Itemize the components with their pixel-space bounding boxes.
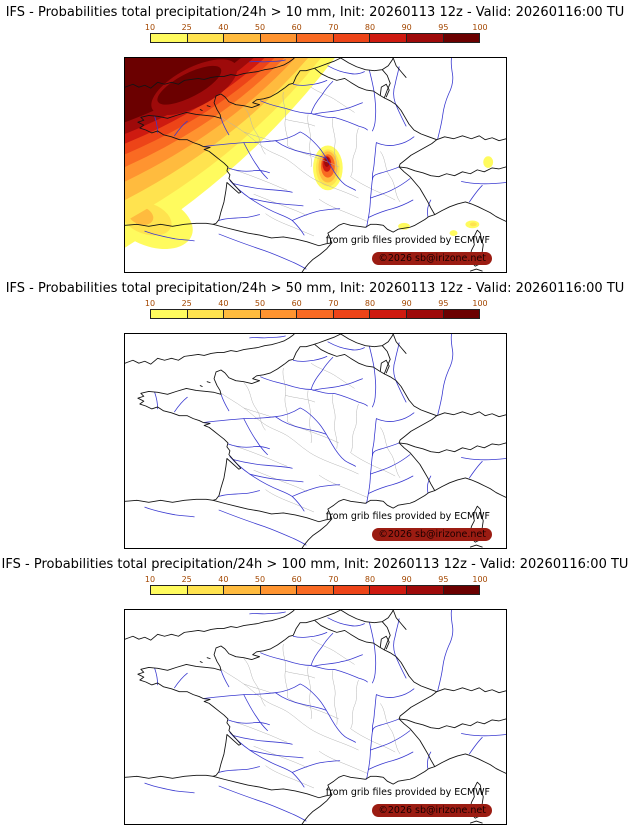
ecmwf-credit: from grib files provided by ECMWF	[325, 511, 490, 522]
colorbar-ticks: 10 25 40 50 60 70 80 90 95 100	[145, 575, 488, 585]
colorbar-segment	[223, 34, 260, 42]
colorbar-segment	[369, 34, 406, 42]
colorbar-ticks: 10 25 40 50 60 70 80 90 95 100	[145, 23, 488, 33]
colorbar-tick: 70	[328, 23, 339, 32]
panel-title: IFS - Probabilities total precipitation/…	[1, 557, 629, 572]
probability-colorbar: 10 25 40 50 60 70 80 90 95 100	[145, 23, 488, 43]
colorbar-bar	[150, 33, 480, 43]
colorbar-tick: 40	[218, 299, 229, 308]
colorbar-segment	[332, 34, 370, 42]
copyright-badge: ©2026 sb@irizone.net	[372, 804, 492, 817]
colorbar-tick: 80	[364, 23, 376, 32]
colorbar-segment	[405, 34, 443, 42]
colorbar-segment	[296, 310, 333, 318]
colorbar-bar	[150, 309, 480, 319]
colorbar-tick: 60	[291, 299, 302, 308]
colorbar-ticks: 10 25 40 50 60 70 80 90 95 100	[145, 299, 488, 309]
colorbar-tick: 100	[472, 23, 488, 32]
panel-title: IFS - Probabilities total precipitation/…	[5, 281, 625, 296]
colorbar-segment	[151, 310, 187, 318]
precip-band	[157, 65, 222, 105]
panel-precip-gt-50mm: IFS - Probabilities total precipitation/…	[0, 276, 630, 552]
colorbar-segment	[405, 586, 443, 594]
colorbar-segment	[223, 310, 260, 318]
colorbar-bar	[150, 585, 480, 595]
colorbar-tick: 10	[144, 299, 156, 308]
colorbar-tick: 70	[328, 299, 339, 308]
colorbar-segment	[186, 34, 224, 42]
colorbar-tick: 90	[401, 299, 412, 308]
colorbar-tick: 50	[254, 23, 266, 32]
colorbar-tick: 40	[218, 575, 229, 584]
colorbar-segment	[369, 586, 406, 594]
colorbar-tick: 40	[218, 23, 229, 32]
colorbar-segment	[259, 34, 297, 42]
colorbar-tick: 10	[144, 575, 156, 584]
colorbar-tick: 60	[291, 575, 302, 584]
colorbar-segment	[405, 310, 443, 318]
colorbar-tick: 90	[401, 575, 412, 584]
precip-speck	[469, 222, 477, 227]
colorbar-tick: 95	[438, 299, 449, 308]
colorbar-segment	[442, 310, 480, 318]
precip-cell-south	[324, 157, 330, 167]
colorbar-segment	[442, 34, 480, 42]
panel-precip-gt-100mm: IFS - Probabilities total precipitation/…	[0, 552, 630, 828]
colorbar-tick: 80	[364, 575, 376, 584]
copyright-badge: ©2026 sb@irizone.net	[372, 528, 492, 541]
panel-title: IFS - Probabilities total precipitation/…	[5, 5, 625, 20]
colorbar-segment	[332, 586, 370, 594]
colorbar-tick: 70	[328, 575, 339, 584]
colorbar-tick: 50	[254, 299, 266, 308]
colorbar-tick: 90	[401, 23, 412, 32]
colorbar-segment	[151, 586, 187, 594]
colorbar-segment	[186, 310, 224, 318]
colorbar-tick: 25	[181, 23, 192, 32]
colorbar-tick: 95	[438, 23, 449, 32]
colorbar-tick: 80	[364, 299, 376, 308]
colorbar-segment	[296, 586, 333, 594]
colorbar-tick: 100	[472, 299, 488, 308]
colorbar-segment	[332, 310, 370, 318]
colorbar-segment	[296, 34, 333, 42]
precip-speck	[449, 230, 458, 237]
map-frame: from grib files provided by ECMWF ©2026 …	[124, 333, 507, 549]
colorbar-segment	[259, 586, 297, 594]
colorbar-segment	[369, 310, 406, 318]
copyright-badge: ©2026 sb@irizone.net	[372, 252, 492, 265]
probability-colorbar: 10 25 40 50 60 70 80 90 95 100	[145, 299, 488, 319]
colorbar-segment	[186, 586, 224, 594]
colorbar-tick: 25	[181, 575, 192, 584]
map-frame: from grib files provided by ECMWF ©2026 …	[124, 609, 507, 825]
precip-speck	[483, 156, 494, 168]
colorbar-tick: 100	[472, 575, 488, 584]
colorbar-tick: 10	[144, 23, 156, 32]
panel-precip-gt-10mm: IFS - Probabilities total precipitation/…	[0, 0, 630, 276]
colorbar-tick: 50	[254, 575, 266, 584]
probability-colorbar: 10 25 40 50 60 70 80 90 95 100	[145, 575, 488, 595]
colorbar-segment	[223, 586, 260, 594]
colorbar-tick: 95	[438, 575, 449, 584]
map-frame: from grib files provided by ECMWF ©2026 …	[124, 57, 507, 273]
map-10mm	[125, 58, 506, 272]
ecmwf-credit: from grib files provided by ECMWF	[325, 235, 490, 246]
colorbar-segment	[442, 586, 480, 594]
ecmwf-credit: from grib files provided by ECMWF	[325, 787, 490, 798]
colorbar-segment	[259, 310, 297, 318]
colorbar-tick: 25	[181, 299, 192, 308]
colorbar-segment	[151, 34, 187, 42]
precip-probability-overlay	[125, 58, 494, 249]
colorbar-tick: 60	[291, 23, 302, 32]
